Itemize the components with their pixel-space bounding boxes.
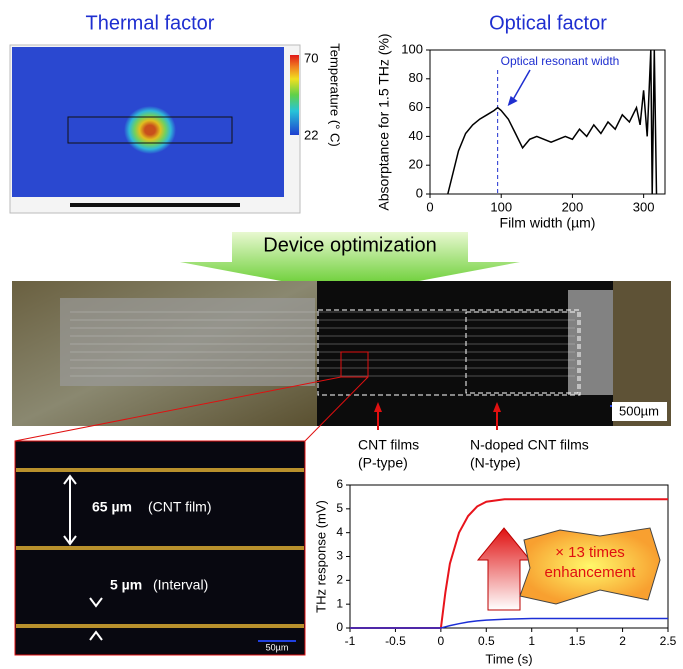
device-scale: 500µm [619, 403, 659, 418]
y-tick-label: 100 [401, 41, 423, 56]
data-line [350, 619, 668, 629]
x-tick-label: 0 [438, 634, 445, 648]
x-tick-label: 0 [426, 199, 433, 214]
x-tick-label: 200 [562, 199, 584, 214]
enhancement-text: × 13 times [555, 544, 625, 561]
film-edge [16, 546, 304, 550]
enhancement-text: enhancement [545, 564, 637, 581]
y-tick-label: 20 [409, 157, 423, 172]
y-tick-label: 0 [336, 620, 343, 634]
y-tick-label: 1 [336, 596, 343, 610]
n-type: (N-type) [470, 455, 521, 471]
x-tick-label: -1 [345, 634, 356, 648]
heat-spot [124, 106, 176, 154]
film-edge [16, 468, 304, 472]
n-label: N-doped CNT films [470, 437, 589, 453]
film-label: (CNT film) [148, 499, 212, 515]
electrode-pad [568, 290, 613, 395]
film-width: 65 µm [92, 499, 132, 515]
y-tick-label: 4 [336, 525, 343, 539]
y-tick-label: 0 [416, 185, 423, 200]
colorbar [290, 55, 299, 135]
x-tick-label: 1.5 [569, 634, 586, 648]
micro-scale: 50µm [266, 642, 289, 652]
x-axis-label: Time (s) [485, 651, 532, 666]
x-tick-label: 2.5 [660, 634, 677, 648]
y-tick-label: 2 [336, 573, 343, 587]
y-axis-label: THz response (mV) [313, 500, 328, 613]
y-tick-label: 60 [409, 99, 423, 114]
y-tick-label: 3 [336, 549, 343, 563]
p-type: (P-type) [358, 455, 408, 471]
scale-bar [70, 203, 240, 207]
y-tick-label: 5 [336, 501, 343, 515]
y-tick-label: 6 [336, 477, 343, 491]
y-tick-label: 80 [409, 70, 423, 85]
chart-title: Optical factor [489, 12, 607, 34]
colorbar-label: Temperature (° C) [328, 43, 343, 146]
thermal-title: Thermal factor [86, 12, 215, 34]
y-tick-label: 40 [409, 128, 423, 143]
electrode-pad [60, 298, 315, 386]
x-tick-label: 1 [528, 634, 535, 648]
annotation: Optical resonant width [501, 54, 620, 68]
colorbar-min: 22 [304, 127, 318, 142]
film-edge [16, 624, 304, 628]
x-tick-label: 300 [633, 199, 655, 214]
x-tick-label: 2 [619, 634, 626, 648]
figure: Thermal factor 70 22 Temperature (° C) D… [0, 0, 683, 669]
annotation-arrowhead [508, 96, 518, 106]
optimization-label: Device optimization [263, 234, 436, 256]
y-axis-label: Absorptance for 1.5 THz (%) [376, 33, 392, 210]
annotation-arrow [512, 70, 530, 102]
data-line [448, 50, 657, 194]
enhancement-arrow [478, 528, 530, 610]
x-tick-label: -0.5 [385, 634, 406, 648]
x-tick-label: 100 [490, 199, 512, 214]
interval-label: (Interval) [153, 577, 208, 593]
x-tick-label: 0.5 [478, 634, 495, 648]
x-axis-label: Film width (µm) [500, 215, 596, 231]
p-label: CNT films [358, 437, 419, 453]
colorbar-max: 70 [304, 50, 318, 65]
interval-width: 5 µm [110, 577, 142, 593]
